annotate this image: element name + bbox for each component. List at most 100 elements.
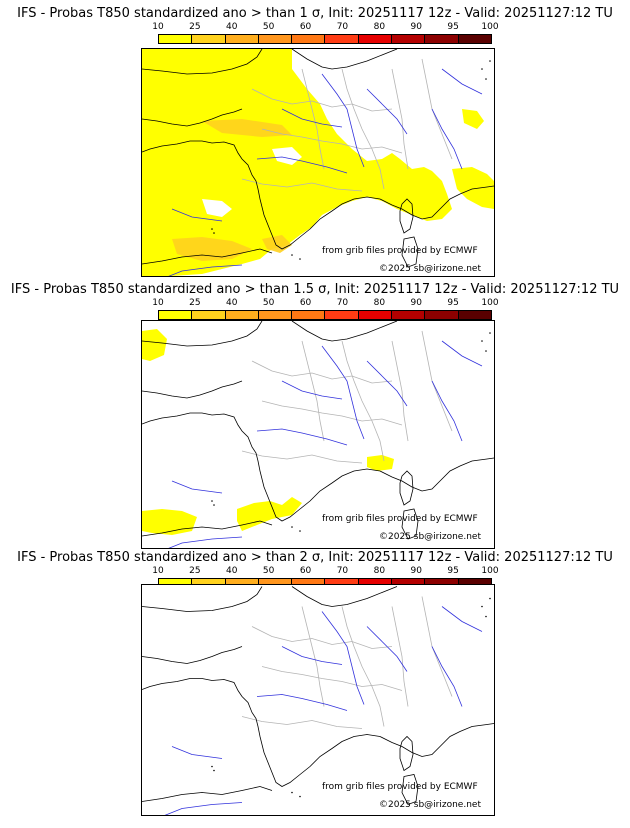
colorbar-tick-label: 10 xyxy=(152,22,164,32)
river xyxy=(441,68,483,95)
river xyxy=(168,536,243,548)
colorbar-tick-label: 25 xyxy=(189,298,201,308)
island-dot xyxy=(299,530,301,532)
colorbar-tick-label: 40 xyxy=(226,298,238,308)
map-panel-3: IFS - Probas T850 standardized ano > tha… xyxy=(0,544,630,816)
probability-region xyxy=(367,455,394,471)
map-canvas xyxy=(142,321,494,548)
colorbar-swatch xyxy=(325,35,359,43)
colorbar-swatch xyxy=(225,35,259,43)
island-dot xyxy=(299,258,301,260)
coastline xyxy=(291,321,398,342)
colorbar-labels: 10 25 40 50 60 70 80 90 95 100 xyxy=(0,566,630,577)
coastline xyxy=(291,49,398,70)
admin-border xyxy=(251,360,393,384)
coastline xyxy=(142,108,243,127)
colorbar-swatch xyxy=(392,35,426,43)
colorbar-tick-label: 100 xyxy=(481,22,499,32)
island-dot xyxy=(485,78,487,80)
admin-border xyxy=(261,400,403,426)
island-dot xyxy=(481,68,483,70)
colorbar-tick-label: 70 xyxy=(336,566,349,576)
colorbar xyxy=(158,310,492,320)
admin-border xyxy=(261,128,403,154)
admin-border xyxy=(391,68,409,170)
coastline-corsica xyxy=(399,470,414,506)
colorbar-swatch xyxy=(225,311,259,319)
admin-border xyxy=(341,340,385,462)
river xyxy=(256,694,348,711)
colorbar-swatch xyxy=(258,35,293,43)
island-dot xyxy=(481,605,483,608)
coastline xyxy=(142,586,263,612)
colorbar-swatch xyxy=(325,579,359,587)
colorbar-swatch xyxy=(258,579,293,587)
no-probability-region xyxy=(202,199,232,217)
river xyxy=(441,606,483,632)
map-frame xyxy=(141,48,495,277)
river xyxy=(431,380,463,442)
colorbar-swatch xyxy=(225,579,259,587)
colorbar-swatch xyxy=(192,579,226,587)
river xyxy=(431,646,463,707)
colorbar-swatch xyxy=(325,311,359,319)
colorbar-swatch xyxy=(292,311,326,319)
colorbar-tick-label: 70 xyxy=(336,298,349,308)
river xyxy=(171,480,223,494)
colorbar-swatch xyxy=(392,311,426,319)
coastline xyxy=(142,646,243,664)
island-dot xyxy=(211,765,213,768)
river xyxy=(366,88,408,135)
colorbar-tick-label: 10 xyxy=(152,298,164,308)
river xyxy=(321,345,365,440)
colorbar-swatch xyxy=(192,311,226,319)
coastline xyxy=(142,140,494,250)
river xyxy=(431,108,463,170)
river xyxy=(321,73,365,168)
panel-title: IFS - Probas T850 standardized ano > tha… xyxy=(17,6,613,21)
map-frame xyxy=(141,320,495,549)
colorbar-tick-label: 60 xyxy=(299,298,312,308)
colorbar-swatch xyxy=(159,311,193,319)
colorbar-tick-label: 70 xyxy=(336,22,349,32)
coastline xyxy=(142,786,273,802)
colorbar-tick-label: 90 xyxy=(410,22,422,32)
admin-border xyxy=(421,58,453,160)
colorbar-tick-label: 100 xyxy=(481,298,499,308)
source-credit: from grib files provided by ECMWF xyxy=(322,782,478,792)
colorbar-swatch xyxy=(392,579,426,587)
colorbar-swatch xyxy=(458,311,491,319)
colorbar-swatch xyxy=(258,311,293,319)
colorbar-tick-label: 10 xyxy=(152,566,164,576)
coastline xyxy=(142,49,263,75)
colorbar-swatch xyxy=(458,35,491,43)
coastline xyxy=(142,520,273,537)
panel-title: IFS - Probas T850 standardized ano > tha… xyxy=(17,550,613,565)
colorbar-tick-label: 90 xyxy=(410,298,422,308)
admin-border xyxy=(421,330,453,432)
colorbar-labels: 10 25 40 50 60 70 80 90 95 100 xyxy=(0,298,630,309)
admin-border xyxy=(301,340,325,442)
admin-border xyxy=(251,88,393,112)
admin-border xyxy=(341,606,385,727)
colorbar-tick-label: 25 xyxy=(189,22,201,32)
map-panel-2: IFS - Probas T850 standardized ano > tha… xyxy=(0,276,630,549)
admin-border xyxy=(301,606,325,707)
river xyxy=(168,264,243,276)
admin-border xyxy=(251,626,393,649)
island-dot xyxy=(213,504,215,506)
island-dot xyxy=(291,526,293,528)
coastline-sardinia xyxy=(401,508,419,540)
colorbar-tick-label: 60 xyxy=(299,566,312,576)
island-dot xyxy=(213,769,215,772)
colorbar xyxy=(158,578,492,588)
copyright-credit: ©2025 sb@irizone.net xyxy=(379,264,481,274)
colorbar-tick-label: 95 xyxy=(447,566,459,576)
river xyxy=(171,746,223,759)
island-dot xyxy=(489,332,491,334)
no-probability-region xyxy=(272,147,302,165)
island-dot xyxy=(481,340,483,342)
river xyxy=(281,646,343,665)
colorbar-tick-label: 80 xyxy=(373,22,386,32)
coastline-sardinia xyxy=(401,774,419,806)
